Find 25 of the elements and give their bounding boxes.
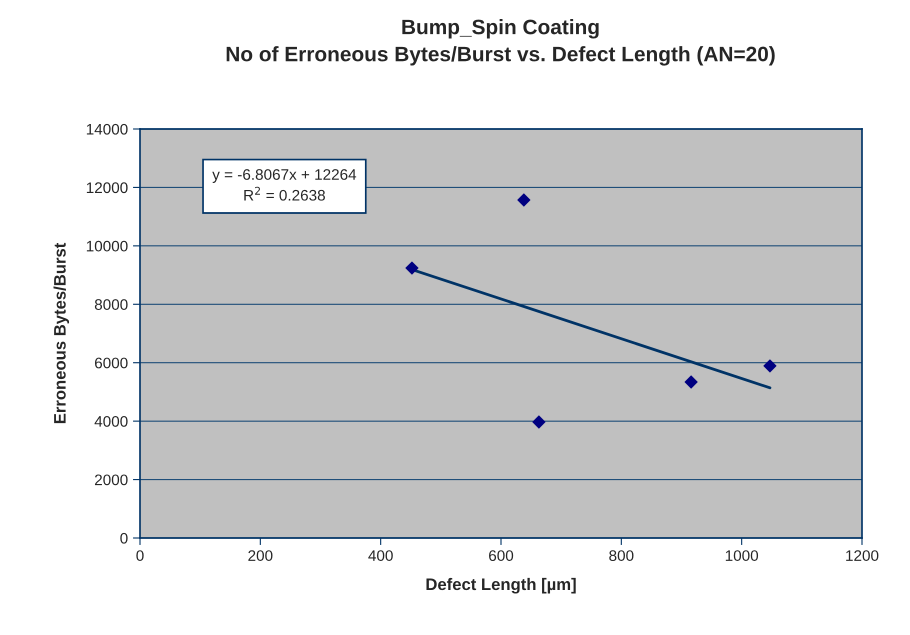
x-axis-title: Defect Length [µm] (426, 578, 576, 594)
y-tick-label: 6000 (94, 358, 128, 368)
x-tick-label: 0 (136, 550, 144, 562)
annotation: R$^{2}$ = 0.2638 (244, 186, 325, 201)
y-tick-label: 8000 (94, 299, 128, 310)
chart-title: Bump_Spin Coating No of Erroneous Bytes/Burst vs. Defect Length (AN=20) (226, 19, 775, 66)
annotation: y = -6.8067x + 12264 (212, 169, 356, 183)
y-axis-title: Erroneous Bytes/Burst (54, 242, 70, 424)
x-tick-label: 1000 (726, 550, 758, 562)
x-tick-label: 800 (609, 550, 634, 562)
y-tick-label: 12000 (86, 182, 128, 194)
y-tick-label: 14000 (86, 124, 128, 135)
point (684, 375, 698, 389)
point (517, 193, 530, 207)
y-tick-label: 4000 (94, 416, 128, 427)
point (405, 261, 419, 275)
y-tick-label: 10000 (86, 240, 128, 252)
x-tick-label: 200 (248, 550, 272, 562)
y-tick-label: 0 (120, 532, 128, 544)
y-tick-label: 2000 (94, 474, 128, 486)
x-tick-label: 400 (368, 550, 393, 562)
point (532, 415, 546, 429)
point (763, 359, 777, 372)
x-tick-label: 600 (489, 550, 514, 562)
x-tick-label: 1200 (846, 550, 878, 562)
